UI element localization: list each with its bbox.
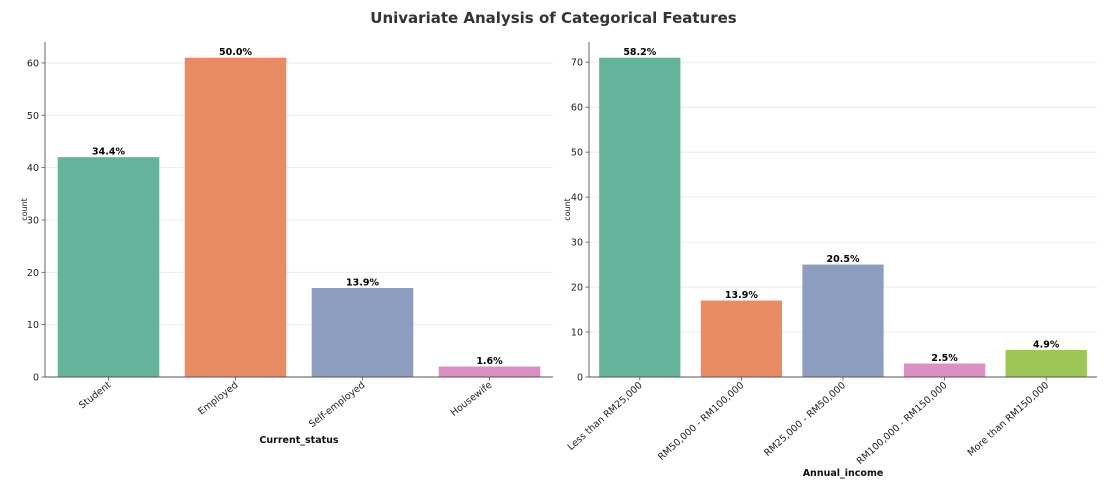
x-tick-label: RM50,000 - RM100,000 [656,380,746,463]
y-tick-label: 40 [27,163,39,174]
x-axis-label: Annual_income [803,468,884,479]
bar [311,288,414,377]
bar [57,157,160,377]
y-tick-label: 30 [27,215,39,226]
y-tick-label: 60 [27,58,39,69]
data-label: 50.0% [219,47,252,58]
data-label: 13.9% [725,290,758,301]
bar [700,300,783,377]
bar [184,57,287,377]
data-label: 4.9% [1033,340,1060,351]
x-tick-label: RM25,000 - RM50,000 [762,380,848,459]
data-label: 58.2% [623,47,656,58]
y-tick-label: 70 [571,58,583,69]
y-tick-label: 30 [571,238,583,249]
bar [438,366,541,377]
y-tick-label: 60 [571,103,583,114]
y-tick-label: 20 [27,268,39,279]
bar [802,264,884,377]
y-tick-label: 50 [571,148,583,159]
x-axis-label: Current_status [259,435,339,446]
x-tick-label: Less than RM25,000 [566,380,645,453]
data-label: 1.6% [476,356,503,367]
data-label: 20.5% [827,254,860,265]
y-tick-label: 10 [27,320,39,331]
y-tick-label: 20 [571,283,583,294]
y-axis-label: count [20,198,29,221]
data-label: 13.9% [346,278,379,289]
y-tick-label: 0 [577,373,583,384]
y-tick-label: 0 [33,373,39,384]
x-tick-label: RM100,000 - RM150,000 [855,380,950,467]
y-tick-label: 50 [27,111,39,122]
chart-panel-2: 0 10 20 30 40 50 60 70 58.2% Less than RM25,000 13… [563,42,1097,479]
bar [1005,350,1087,377]
x-tick-label: Housewife [449,380,495,419]
y-tick-label: 10 [571,328,583,339]
x-tick-label: Employed [196,380,240,418]
bar [599,57,681,378]
data-label: 2.5% [931,353,958,364]
x-tick-label: More than RM150,000 [966,380,1052,459]
data-label: 34.4% [92,147,125,158]
x-tick-label: Student [77,380,113,412]
x-tick-label: Self-employed [307,380,367,430]
bar [903,363,986,377]
y-axis-label: count [563,198,572,221]
y-tick-label: 40 [571,193,583,204]
figure-title: Univariate Analysis of Categorical Featu… [370,9,737,27]
chart-panel-1: 0 10 20 30 40 50 60 34.4% Student 50.0% Employed 13… [20,42,553,446]
